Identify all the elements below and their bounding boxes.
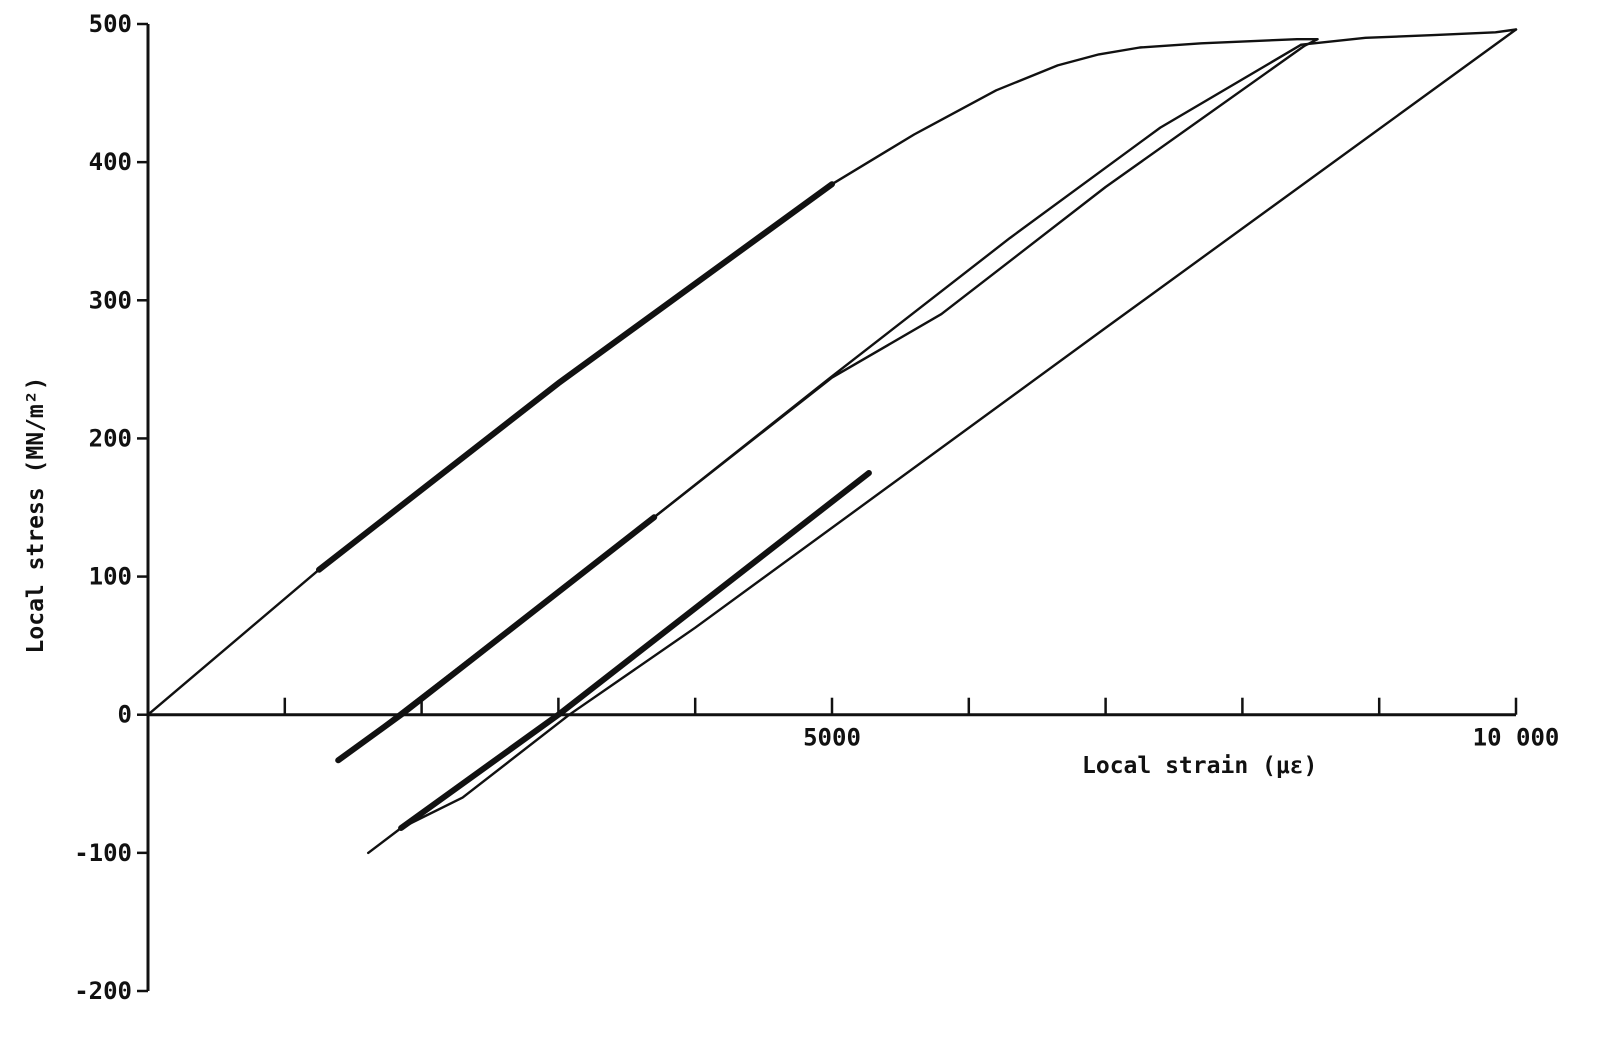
curve-segment-thin: [653, 44, 1306, 519]
curve-segment-heavy: [316, 181, 835, 573]
curve-segment-thin: [337, 43, 1303, 762]
x-tick-label: 5000: [803, 724, 861, 752]
curve-segment-thin: [146, 568, 321, 716]
curve-segment-thin: [830, 38, 1319, 186]
y-tick-label: 500: [89, 10, 132, 38]
axes: [146, 24, 1516, 991]
curve-segment-thin: [1299, 28, 1518, 46]
hysteresis-curves: [146, 28, 1518, 855]
y-tick-label: 300: [89, 286, 132, 314]
x-axis-title: Local strain (με): [1082, 753, 1317, 779]
y-ticks: 500 400 300 200 100 0 -100 -200: [74, 10, 148, 1005]
y-tick-label: -100: [74, 839, 132, 867]
curve-segment-heavy: [398, 470, 872, 831]
x-tick-label: 10 000: [1473, 724, 1560, 752]
y-tick-label: -200: [74, 977, 132, 1005]
y-tick-label: 400: [89, 148, 132, 176]
curve-segment-thin: [367, 826, 403, 855]
y-tick-label: 200: [89, 424, 132, 452]
x-ticks: 5000 10 000: [283, 697, 1560, 752]
curve-segment-thin: [399, 28, 1518, 830]
y-tick-label: 100: [89, 563, 132, 591]
y-tick-label: 0: [118, 701, 132, 729]
y-axis-title: Local stress (MN/m²): [23, 377, 49, 654]
